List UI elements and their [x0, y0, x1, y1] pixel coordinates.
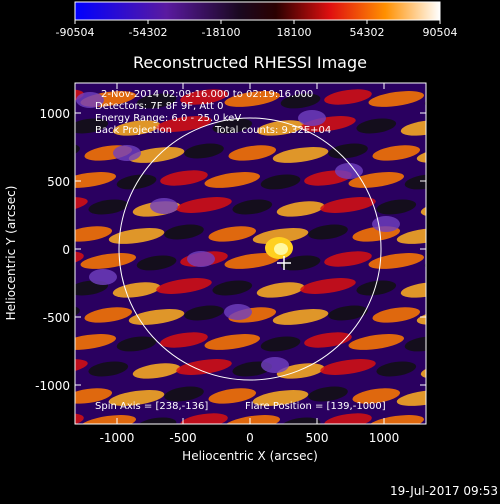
annotation-method: Back Projection [95, 125, 172, 136]
x-axis-label: Heliocentric X (arcsec) [182, 449, 318, 463]
axis-ticks [75, 83, 426, 424]
x-tick-label-1: -500 [169, 431, 196, 445]
colorbar-label-4: 54302 [350, 26, 385, 39]
flare-position-marker [277, 256, 291, 270]
colorbar-gradient [74, 1, 441, 21]
annotation-flare-position: Flare Position = [139,-1000] [245, 401, 386, 412]
x-tick-label-0: -1000 [100, 431, 135, 445]
annotation-detectors: Detectors: 7F 8F 9F, Att 0 [95, 101, 223, 112]
y-tick-label-3: -500 [43, 311, 70, 325]
colorbar-label-2: -18100 [202, 26, 241, 39]
y-tick-label-0: 1000 [39, 107, 70, 121]
y-tick-label-1: 500 [47, 175, 70, 189]
colorbar: -90504 -54302 -18100 18100 54302 90504 [56, 1, 458, 39]
annotations: 2-Nov-2014 02:09:16.000 to 02:19:16.000 … [95, 89, 386, 412]
x-tick-label-4: 1000 [369, 431, 400, 445]
image-pattern [75, 89, 426, 424]
colorbar-label-1: -54302 [129, 26, 168, 39]
y-tick-label-4: -1000 [35, 379, 70, 393]
annotation-counts: Total counts: 9.32E+04 [214, 125, 331, 136]
colorbar-label-0: -90504 [56, 26, 95, 39]
solar-limb-circle [118, 117, 382, 381]
annotation-spin-axis: Spin Axis = [238,-136] [95, 401, 208, 412]
colorbar-label-3: 18100 [277, 26, 312, 39]
annotation-time-range: 2-Nov-2014 02:09:16.000 to 02:19:16.000 [101, 89, 313, 100]
colorbar-label-5: 90504 [423, 26, 458, 39]
x-tick-label-2: 0 [246, 431, 254, 445]
y-tick-label-2: 0 [62, 243, 70, 257]
footer-date: 19-Jul-2017 09:53 [389, 484, 498, 498]
x-tick-label-3: 500 [306, 431, 329, 445]
plot-title: Reconstructed RHESSI Image [133, 53, 367, 72]
image-panel [74, 82, 427, 425]
annotation-energy: Energy Range: 6.0 - 25.0 keV [95, 113, 241, 124]
y-axis-label: Heliocentric Y (arcsec) [4, 186, 18, 321]
